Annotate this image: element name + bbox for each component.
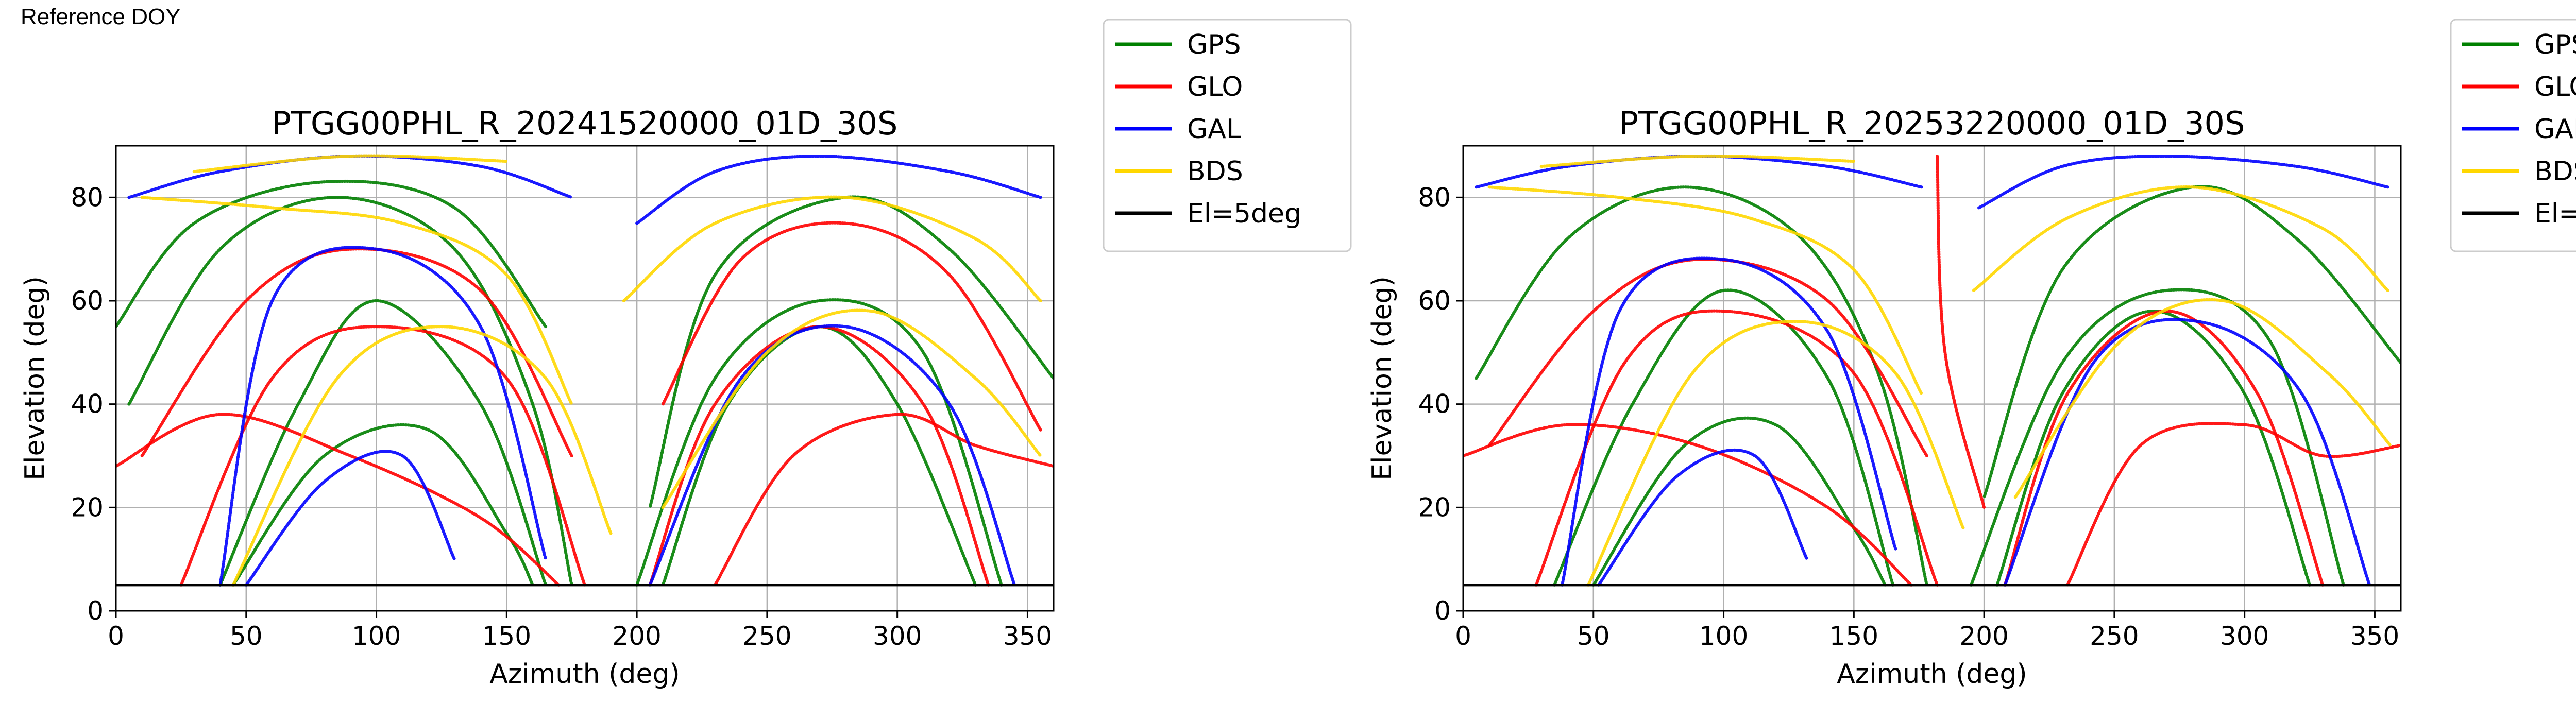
track-glo — [1936, 155, 1986, 509]
legend: GPS GLO GAL BDS El=5deg — [1103, 19, 1352, 252]
track-gal — [218, 246, 548, 587]
track-gal — [635, 155, 1042, 225]
track-gps — [1969, 288, 2345, 587]
track-gps — [1995, 310, 2312, 587]
x-tick-label: 300 — [873, 621, 922, 651]
y-tick-label: 80 — [71, 182, 104, 212]
track-gps — [116, 179, 548, 329]
x-tick-label: 250 — [2090, 621, 2139, 651]
track-gps — [1475, 185, 1928, 587]
x-axis-label: Azimuth (deg) — [1837, 659, 2027, 690]
x-tick-label: 150 — [482, 621, 531, 651]
reference-doy-label: Reference DOY — [21, 4, 181, 29]
y-tick-label: 0 — [87, 596, 104, 626]
plot-area — [1463, 146, 2401, 611]
y-tick-label: 20 — [71, 492, 104, 522]
y-tick-label: 80 — [1418, 182, 1451, 212]
track-glo — [1463, 423, 1913, 587]
track-bds — [1539, 154, 1856, 168]
x-tick-label: 300 — [2220, 621, 2269, 651]
track-gps — [1982, 185, 2401, 499]
x-tick-label: 50 — [230, 621, 263, 651]
track-gps — [127, 196, 573, 587]
legend-label: BDS — [1187, 156, 1243, 187]
track-gal — [1977, 155, 2389, 210]
x-tick-label: 50 — [1577, 621, 1610, 651]
track-bds — [192, 154, 509, 174]
data-layer — [116, 154, 1054, 587]
skyplot-chart-1: 0 50 100 150 200 250 300 350 0 20 40 60 80 PTGG00PHL_… — [20, 19, 1352, 690]
track-glo — [2003, 310, 2325, 587]
track-gps — [648, 195, 1054, 509]
x-tick-label: 200 — [1959, 621, 2008, 651]
x-tick-label: 100 — [1699, 621, 1748, 651]
track-bds — [140, 196, 573, 406]
y-tick-label: 40 — [71, 389, 104, 419]
y-tick-label: 40 — [1418, 389, 1451, 419]
track-bds — [1586, 320, 1965, 587]
legend-label: El=5deg — [1187, 198, 1301, 229]
x-tick-label: 250 — [742, 621, 791, 651]
data-layer — [1463, 154, 2401, 587]
track-bds — [661, 308, 1042, 509]
track-bds — [1487, 185, 1923, 396]
track-gps — [231, 423, 534, 587]
track-bds — [231, 325, 613, 587]
track-gal — [1561, 256, 1897, 587]
track-glo — [661, 221, 1042, 432]
track-gps — [1591, 416, 1887, 587]
legend-box — [1103, 19, 1352, 252]
track-bds — [622, 195, 1042, 302]
axes-frame — [115, 145, 1055, 612]
x-tick-label: 0 — [108, 621, 124, 651]
legend-label: GPS — [2534, 29, 2576, 60]
y-axis-label: Elevation (deg) — [20, 276, 50, 481]
track-gal — [1597, 448, 1809, 587]
track-bds — [2013, 298, 2392, 499]
legend-label: BDS — [2534, 156, 2576, 187]
track-glo — [179, 325, 586, 587]
plot-area — [116, 146, 1054, 611]
legend-label: GLO — [1187, 72, 1243, 102]
track-glo — [2065, 422, 2401, 587]
y-tick-label: 0 — [1434, 596, 1451, 626]
x-tick-label: 200 — [612, 621, 661, 651]
x-tick-label: 150 — [1829, 621, 1878, 651]
legend-label: GAL — [1187, 114, 1241, 145]
y-tick-label: 60 — [71, 286, 104, 316]
track-bds — [1972, 185, 2389, 292]
legend-label: El=5deg — [2534, 198, 2576, 229]
legend-label: GPS — [1187, 29, 1241, 60]
chart-title: PTGG00PHL_R_20253220000_01D_30S — [1619, 105, 2245, 142]
y-tick-label: 20 — [1418, 492, 1451, 522]
legend-label: GLO — [2534, 72, 2576, 102]
legend: GPS GLO GAL BDS El=5deg — [2450, 19, 2576, 252]
legend-label: GAL — [2534, 114, 2576, 145]
track-gps — [635, 298, 1003, 587]
x-tick-label: 350 — [1003, 621, 1052, 651]
x-axis-label: Azimuth (deg) — [489, 659, 680, 690]
chart-title: PTGG00PHL_R_20241520000_01D_30S — [272, 105, 898, 142]
track-glo — [140, 247, 573, 457]
track-gps — [218, 299, 548, 587]
x-tick-label: 0 — [1455, 621, 1471, 651]
y-tick-label: 60 — [1418, 286, 1451, 316]
track-gal — [648, 324, 1016, 587]
y-axis-label: Elevation (deg) — [1367, 276, 1398, 481]
track-gal — [2003, 318, 2371, 587]
track-gal — [244, 450, 456, 587]
legend-box — [2450, 19, 2576, 252]
x-tick-label: 100 — [352, 621, 401, 651]
track-glo — [116, 413, 561, 587]
x-tick-label: 350 — [2350, 621, 2399, 651]
skyplot-chart-2: 0 50 100 150 200 250 300 350 0 20 40 60 80 PTGG00PHL_… — [1367, 19, 2576, 690]
track-gps — [1552, 288, 1895, 587]
track-glo — [713, 413, 1054, 587]
axes-frame — [1462, 145, 2402, 612]
